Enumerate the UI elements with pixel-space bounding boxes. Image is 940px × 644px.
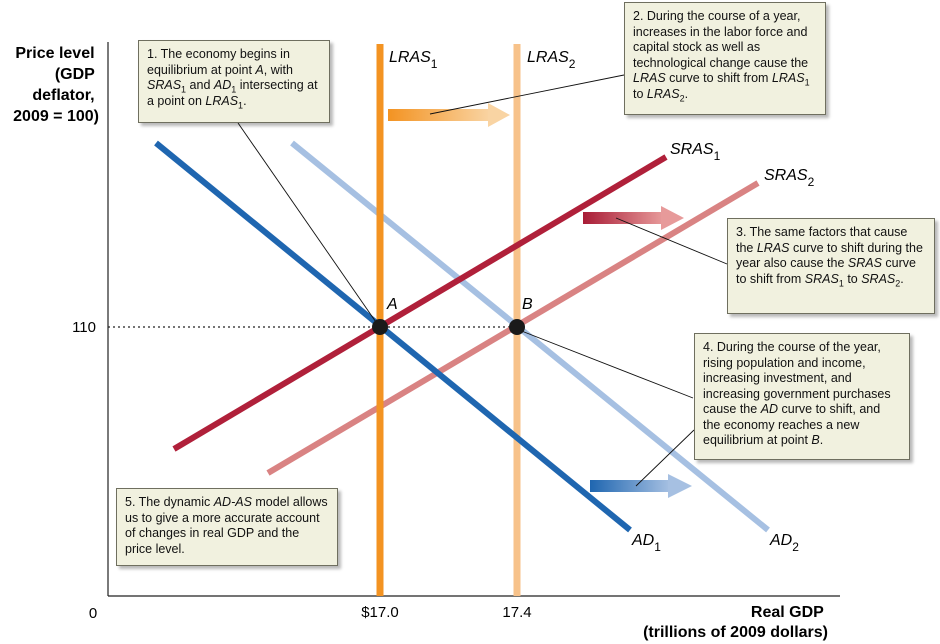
leader-line-1 [237,122,379,326]
leader-line-3 [615,217,728,265]
ad1-curve [154,140,632,533]
y-axis-title: Price level (GDP deflator, 2009 = 100) [13,45,99,125]
x-origin-label: 0 [89,605,97,622]
ad1-label: AD1 [631,532,661,554]
note-1-initial-equilibrium: 1. The economy begins in equilibrium at … [138,40,330,123]
leader-line-2 [429,74,625,115]
point-b-label: B [522,296,533,313]
x-tick-label-17-0: $17.0 [361,604,399,621]
point-b-marker [509,319,525,335]
point-a-label: A [386,296,398,313]
x-tick-label-17-4: 17.4 [502,604,531,621]
note-2-lras-shift: 2. During the course of a year, increase… [624,2,826,115]
ad-shift-arrow [590,474,692,498]
x-axis-title: Real GDP (trillions of 2009 dollars) [643,604,828,641]
note-5-dynamic-model: 5. The dynamic AD-AS model allows us to … [116,488,338,566]
sras-shift-arrow [583,206,684,230]
lras1-label: LRAS1 [389,49,438,71]
ad2-curve [290,140,770,533]
y-tick-label-110: 110 [72,319,96,336]
note-4-ad-shift: 4. During the course of the year, rising… [694,333,910,460]
note-3-sras-shift: 3. The same factors that cause the LRAS … [727,218,935,314]
sras1-label: SRAS1 [670,141,721,163]
ad2-label: AD2 [769,532,799,554]
lras2-label: LRAS2 [527,49,576,71]
sras1-curve [172,154,668,452]
lras-shift-arrow [388,103,510,127]
sras2-label: SRAS2 [764,167,815,189]
leader-line-4 [518,329,694,399]
point-a-marker [372,319,388,335]
leader-line-4b [635,429,695,487]
